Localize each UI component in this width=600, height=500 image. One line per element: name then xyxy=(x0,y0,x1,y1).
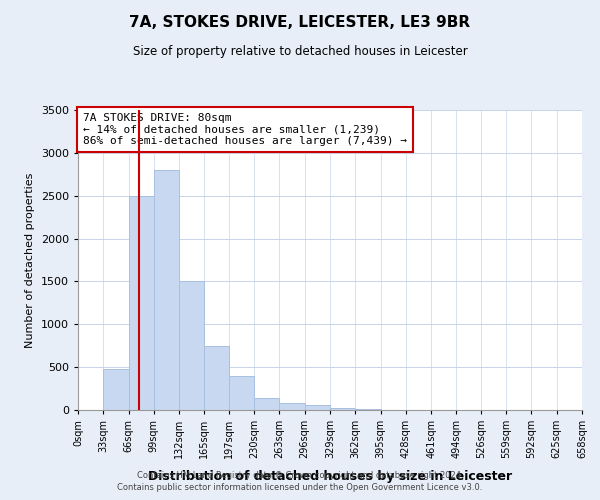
Bar xyxy=(280,403,305,410)
Text: 7A STOKES DRIVE: 80sqm
← 14% of detached houses are smaller (1,239)
86% of semi-: 7A STOKES DRIVE: 80sqm ← 14% of detached… xyxy=(83,113,407,146)
Bar xyxy=(205,346,229,410)
Bar xyxy=(254,398,280,410)
Bar xyxy=(103,369,128,410)
Text: 7A, STOKES DRIVE, LEICESTER, LE3 9BR: 7A, STOKES DRIVE, LEICESTER, LE3 9BR xyxy=(130,15,470,30)
Bar xyxy=(330,408,355,410)
Bar xyxy=(128,196,154,410)
X-axis label: Distribution of detached houses by size in Leicester: Distribution of detached houses by size … xyxy=(148,470,512,482)
Bar xyxy=(179,282,205,410)
Bar xyxy=(305,406,330,410)
Bar xyxy=(154,170,179,410)
Bar xyxy=(229,376,254,410)
Text: Size of property relative to detached houses in Leicester: Size of property relative to detached ho… xyxy=(133,45,467,58)
Bar xyxy=(355,409,380,410)
Text: Contains public sector information licensed under the Open Government Licence v3: Contains public sector information licen… xyxy=(118,484,482,492)
Y-axis label: Number of detached properties: Number of detached properties xyxy=(25,172,35,348)
Text: Contains HM Land Registry data © Crown copyright and database right 2024.: Contains HM Land Registry data © Crown c… xyxy=(137,471,463,480)
